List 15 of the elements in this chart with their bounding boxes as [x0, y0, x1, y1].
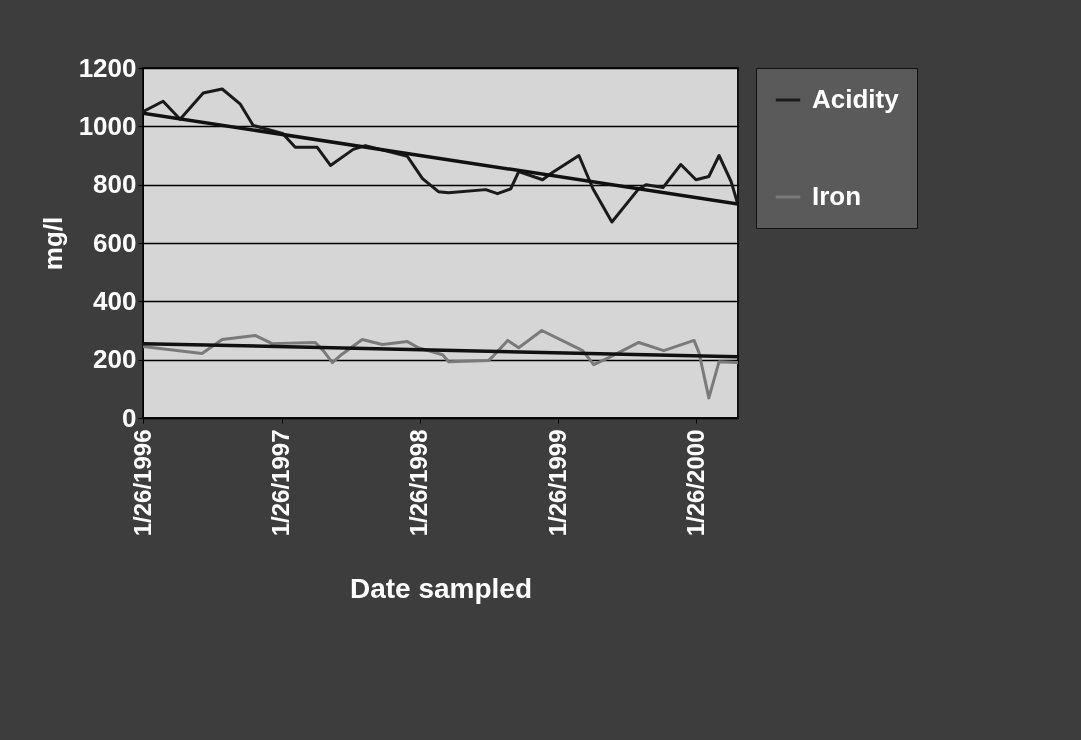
- y-tick-label: 200: [93, 344, 137, 375]
- y-tick-label: 1200: [78, 52, 137, 83]
- y-tick-label: 800: [93, 169, 137, 200]
- x-axis-title: Date sampled: [349, 573, 533, 605]
- y-tick-label: 400: [93, 285, 137, 316]
- x-tick-label: 1/26/1997: [267, 429, 295, 537]
- x-tick-label: 1/26/1998: [405, 429, 433, 537]
- x-tick-label: 1/26/2000: [681, 429, 709, 537]
- legend-label: Iron: [812, 181, 862, 211]
- y-tick-label: 600: [93, 227, 137, 258]
- legend-label: Acidity: [812, 84, 900, 114]
- x-tick-label: 1/26/1999: [543, 429, 571, 537]
- x-tick-label: 1/26/1996: [128, 429, 156, 537]
- y-tick-label: 1000: [78, 110, 137, 141]
- y-axis-title: mg/l: [37, 216, 68, 271]
